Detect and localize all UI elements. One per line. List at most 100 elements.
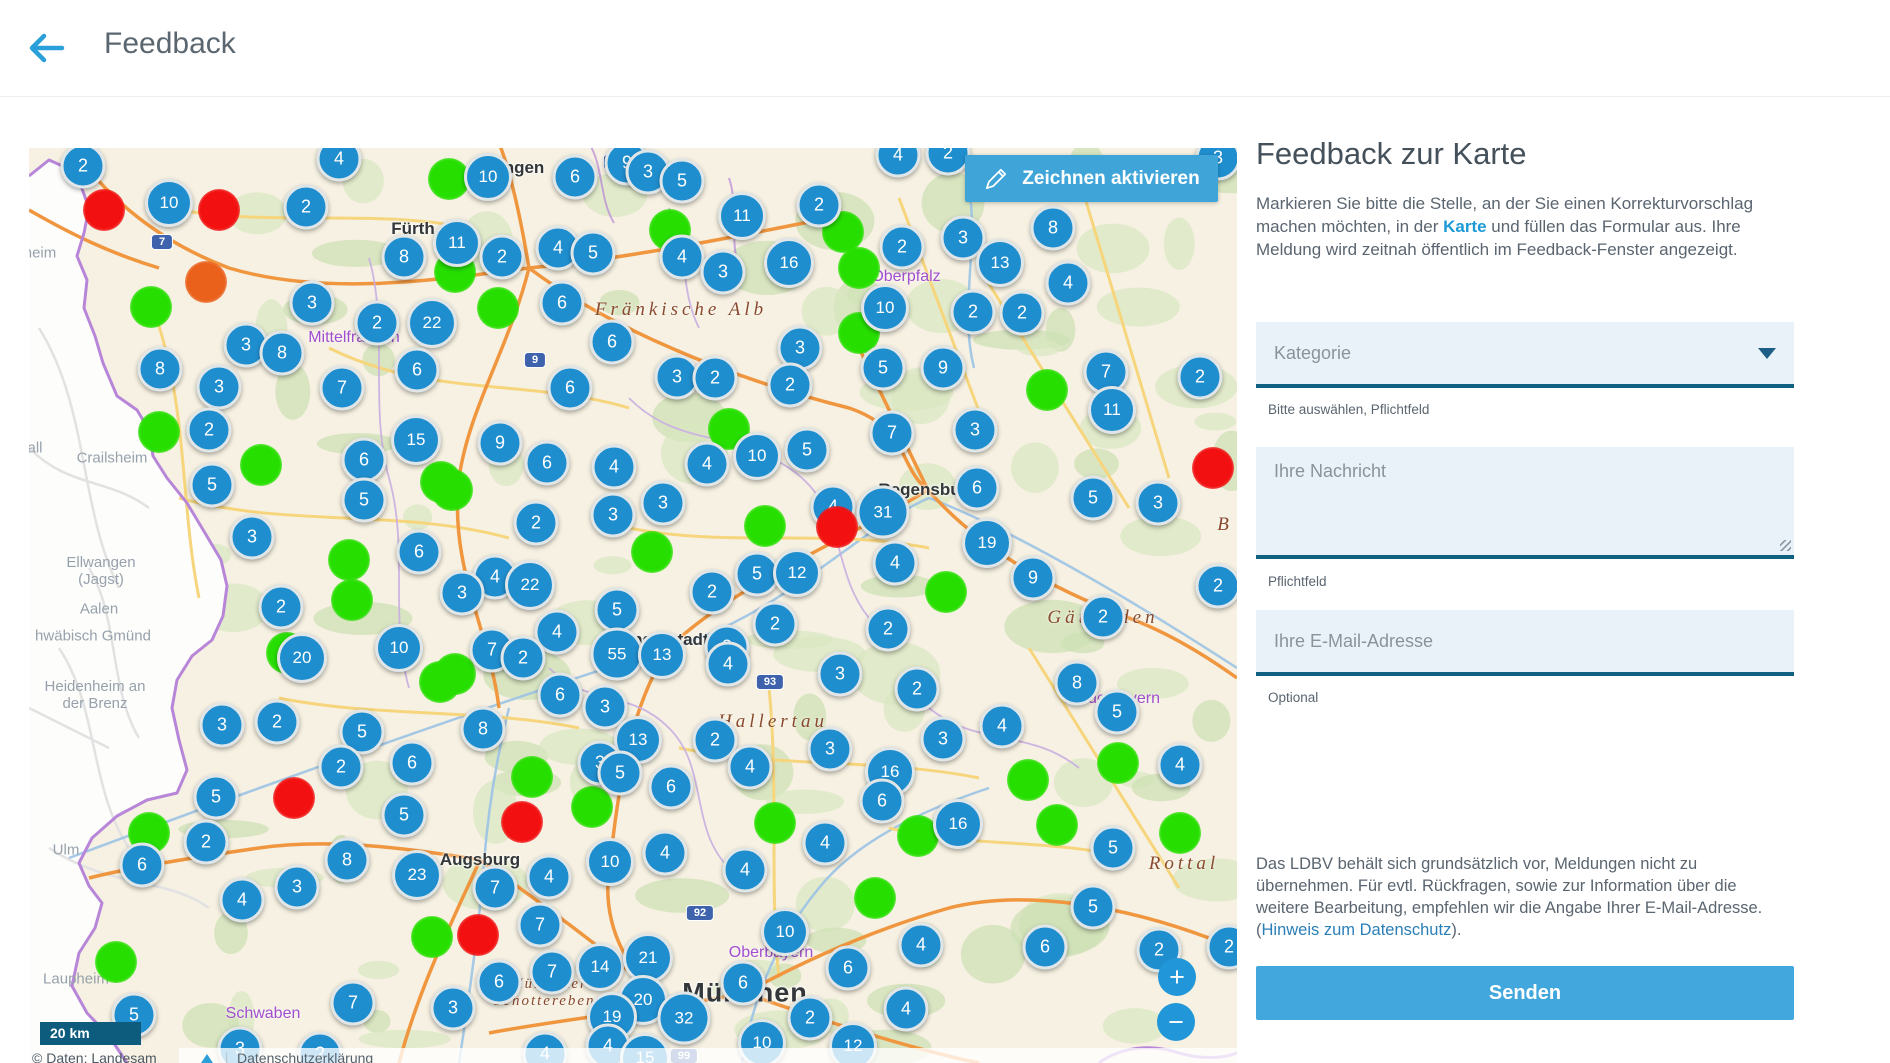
map-cluster-marker[interactable]: 2 (692, 355, 738, 401)
map-cluster-marker[interactable]: 19 (962, 518, 1012, 568)
map-dot-marker-green[interactable] (130, 286, 172, 328)
map-cluster-marker[interactable]: 6 (552, 154, 598, 200)
map-cluster-marker[interactable]: 6 (341, 437, 387, 483)
map-cluster-marker[interactable]: 7 (869, 410, 915, 456)
privacy-policy-link[interactable]: Datenschutzerklärung (237, 1050, 374, 1063)
map-cluster-marker[interactable]: 10 (464, 153, 512, 201)
map-cluster-marker[interactable]: 2 (258, 584, 304, 630)
kategorie-select[interactable]: Kategorie (1256, 322, 1794, 388)
map-cluster-marker[interactable]: 11 (1088, 386, 1136, 434)
map-dot-marker-green[interactable] (631, 531, 673, 573)
map-cluster-marker[interactable]: 21 (623, 933, 673, 983)
map-cluster-marker[interactable]: 8 (1054, 660, 1100, 706)
map-cluster-marker[interactable]: 5 (594, 587, 640, 633)
map-cluster-marker[interactable]: 6 (859, 778, 905, 824)
nachricht-textarea[interactable] (1256, 447, 1794, 559)
map-dot-marker-red[interactable] (198, 189, 240, 231)
map-cluster-marker[interactable]: 6 (1022, 924, 1068, 970)
map-dot-marker-red[interactable] (816, 506, 858, 548)
map-cluster-marker[interactable]: 2 (999, 290, 1045, 336)
map-cluster-marker[interactable]: 4 (684, 441, 730, 487)
map-dot-marker-green[interactable] (571, 786, 613, 828)
map-cluster-marker[interactable]: 20 (277, 633, 327, 683)
map-cluster-marker[interactable]: 3 (817, 651, 863, 697)
map-cluster-marker[interactable]: 10 (861, 284, 909, 332)
map-cluster-marker[interactable]: 4 (642, 830, 688, 876)
map-cluster-marker[interactable]: 4 (872, 540, 918, 586)
map-cluster-marker[interactable]: 3 (654, 354, 700, 400)
map-cluster-marker[interactable]: 5 (860, 345, 906, 391)
map-dot-marker-green[interactable] (897, 815, 939, 857)
send-button[interactable]: Senden (1256, 966, 1794, 1020)
map-cluster-marker[interactable]: 12 (773, 549, 821, 597)
map-cluster-marker[interactable]: 3 (430, 985, 476, 1031)
map-dot-marker-green[interactable] (754, 802, 796, 844)
map-cluster-marker[interactable]: 2 (186, 407, 232, 453)
map-cluster-marker[interactable]: 9 (477, 420, 523, 466)
map-cluster-marker[interactable]: 11 (433, 219, 481, 267)
map-cluster-marker[interactable]: 4 (316, 148, 362, 182)
map-cluster-marker[interactable]: 2 (1136, 927, 1182, 973)
map-cluster-marker[interactable]: 2 (1080, 594, 1126, 640)
map-dot-marker-green[interactable] (240, 444, 282, 486)
map-dot-marker-green[interactable] (95, 941, 137, 983)
map-cluster-marker[interactable]: 3 (807, 726, 853, 772)
map-cluster-marker[interactable]: 5 (381, 792, 427, 838)
map-cluster-marker[interactable]: 16 (933, 799, 983, 849)
map-cluster-marker[interactable]: 5 (570, 230, 616, 276)
map-cluster-marker[interactable]: 2 (950, 289, 996, 335)
map-cluster-marker[interactable]: 2 (479, 234, 525, 280)
map-cluster-marker[interactable]: 6 (539, 280, 585, 326)
map-cluster-marker[interactable]: 2 (500, 635, 546, 681)
map-dot-marker-green[interactable] (411, 916, 453, 958)
map-dot-marker-green[interactable] (854, 877, 896, 919)
map-cluster-marker[interactable]: 6 (825, 945, 871, 991)
map-cluster-marker[interactable]: 6 (476, 959, 522, 1005)
activate-drawing-button[interactable]: Zeichnen aktivieren (965, 155, 1218, 202)
map-cluster-marker[interactable]: 3 (1135, 480, 1181, 526)
map-cluster-marker[interactable]: 6 (547, 365, 593, 411)
map-cluster-marker[interactable]: 7 (319, 365, 365, 411)
map-cluster-marker[interactable]: 4 (802, 820, 848, 866)
map-cluster-marker[interactable]: 2 (767, 362, 813, 408)
map-cluster-marker[interactable]: 8 (460, 706, 506, 752)
map-cluster-marker[interactable]: 6 (954, 465, 1000, 511)
map-cluster-marker[interactable]: 5 (189, 462, 235, 508)
map-cluster-marker[interactable]: 5 (1070, 884, 1116, 930)
map-cluster-marker[interactable]: 8 (259, 330, 305, 376)
map-dot-marker-green[interactable] (331, 579, 373, 621)
map-cluster-marker[interactable]: 8 (1030, 205, 1076, 251)
map-cluster-marker[interactable]: 6 (589, 319, 635, 365)
map-cluster-marker[interactable]: 2 (752, 601, 798, 647)
map-cluster-marker[interactable]: 3 (274, 864, 320, 910)
map-cluster-marker[interactable]: 4 (898, 922, 944, 968)
map-dot-marker-green[interactable] (328, 539, 370, 581)
map-cluster-marker[interactable]: 31 (856, 485, 910, 539)
map-cluster-marker[interactable]: 2 (354, 300, 400, 346)
map-cluster-marker[interactable]: 9 (920, 345, 966, 391)
map-dot-marker-green[interactable] (138, 411, 180, 453)
map-cluster-marker[interactable]: 6 (524, 440, 570, 486)
zoom-in-button[interactable]: + (1158, 958, 1196, 996)
map-cluster-marker[interactable]: 4 (1157, 742, 1203, 788)
map-cluster-marker[interactable]: 6 (648, 764, 694, 810)
map-cluster-marker[interactable]: 5 (341, 477, 387, 523)
map-cluster-marker[interactable]: 2 (879, 224, 925, 270)
map-cluster-marker[interactable]: 10 (375, 624, 423, 672)
map-cluster-marker[interactable]: 2 (1195, 563, 1237, 609)
feedback-map[interactable]: heimallCrailsheimEllwangen (Jagst)Aalenh… (29, 148, 1237, 1063)
map-cluster-marker[interactable]: 8 (137, 346, 183, 392)
map-cluster-marker[interactable]: 3 (439, 570, 485, 616)
map-cluster-marker[interactable]: 14 (576, 943, 624, 991)
map-cluster-marker[interactable]: 3 (590, 492, 636, 538)
map-cluster-marker[interactable]: 4 (727, 744, 773, 790)
map-cluster-marker[interactable]: 2 (254, 699, 300, 745)
map-cluster-marker[interactable]: 8 (324, 837, 370, 883)
map-cluster-marker[interactable]: 10 (145, 179, 193, 227)
map-dot-marker-green[interactable] (744, 505, 786, 547)
map-dot-marker-green[interactable] (1097, 742, 1139, 784)
zoom-out-button[interactable]: − (1157, 1003, 1195, 1041)
map-cluster-marker[interactable]: 15 (391, 415, 441, 465)
map-cluster-marker[interactable]: 2 (1206, 924, 1237, 970)
map-cluster-marker[interactable]: 2 (689, 569, 735, 615)
